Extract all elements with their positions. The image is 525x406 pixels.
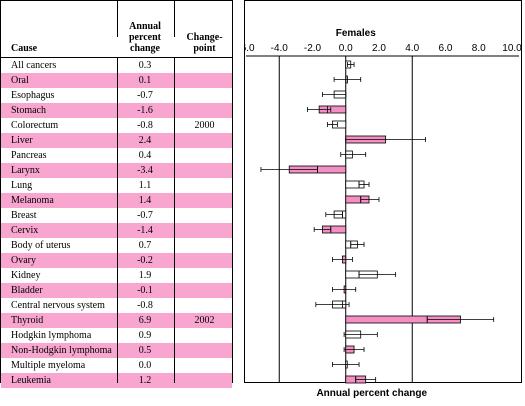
cause-cell: Ovary <box>11 255 36 266</box>
cause-cell: Bladder <box>11 285 43 296</box>
changepoint-cell: 2002 <box>194 315 215 326</box>
header-annual-percent-change: Annual percent change <box>128 21 162 54</box>
table-row: Lung 1.1 <box>1 178 232 193</box>
cause-cell: Colorectum <box>11 120 59 131</box>
apc-cell: -0.2 <box>137 255 153 266</box>
apc-cell: -0.1 <box>137 285 153 296</box>
apc-cell: 1.9 <box>138 270 152 281</box>
x-tick-label: -2.0 <box>304 43 322 54</box>
column-separator <box>174 1 175 37</box>
apc-cell: -3.4 <box>137 165 153 176</box>
apc-cell: 1.2 <box>138 375 152 386</box>
apc-cell: 0.9 <box>138 330 152 341</box>
apc-cell: 0.3 <box>138 60 152 71</box>
table-row: Esophagus -0.7 <box>1 88 232 103</box>
x-tick-label: 10.0 <box>502 43 522 54</box>
changepoint-cell: 2000 <box>194 120 215 131</box>
apc-cell: 6.9 <box>138 315 152 326</box>
table-row: Pancreas 0.4 <box>1 148 232 163</box>
cause-cell: Thyroid <box>11 315 44 326</box>
apc-cell: -0.7 <box>137 210 153 221</box>
chart-title: Females <box>336 28 376 39</box>
cause-cell: Kidney <box>11 270 41 281</box>
apc-cell: 0.7 <box>138 240 152 251</box>
header-change-point: Change- point <box>186 32 223 54</box>
x-tick-label: -4.0 <box>271 43 289 54</box>
cause-cell: Esophagus <box>11 90 55 101</box>
table-row: Multiple myeloma 0.0 <box>1 358 232 373</box>
table-row: Kidney 1.9 <box>1 268 232 283</box>
column-separator <box>174 58 175 383</box>
cause-cell: Non-Hodgkin lymphoma <box>11 345 112 356</box>
chart-area: Females -6.0 -4.0 -2.0 0.0 2.0 4.0 6.0 8.0 10.0 An… <box>237 0 525 401</box>
cause-cell: Leukemia <box>11 375 51 386</box>
table-row: All cancers 0.3 <box>1 58 232 73</box>
apc-cell: -1.4 <box>137 225 153 236</box>
column-separator <box>117 58 118 383</box>
x-tick-label: 4.0 <box>405 43 419 54</box>
cause-cell: Body of uterus <box>11 240 71 251</box>
header-divider <box>1 57 233 58</box>
cause-cell: Multiple myeloma <box>11 360 86 371</box>
apc-cell: 1.4 <box>138 195 152 206</box>
x-tick-label: 2.0 <box>372 43 386 54</box>
apc-cell: -0.7 <box>137 90 153 101</box>
apc-cell: 1.1 <box>138 180 152 191</box>
apc-cell: 0.5 <box>138 345 152 356</box>
cause-cell: Lung <box>11 180 33 191</box>
x-tick-label: 8.0 <box>472 43 486 54</box>
apc-cell: 0.0 <box>138 360 152 371</box>
x-tick-label: 0.0 <box>339 43 353 54</box>
chart-frame <box>244 0 522 383</box>
apc-cell: 0.4 <box>138 150 152 161</box>
table-row: Colorectum -0.8 2000 <box>1 118 232 133</box>
x-tick-label: 6.0 <box>439 43 453 54</box>
apc-chart: Females -6.0 -4.0 -2.0 0.0 2.0 4.0 6.0 8.0 10.0 An… <box>237 28 522 399</box>
column-separator <box>117 1 118 37</box>
apc-cell: 0.1 <box>138 75 152 86</box>
x-axis-label: Annual percent change <box>316 388 427 399</box>
apc-cell: -1.6 <box>137 105 153 116</box>
table-row: Breast -0.7 <box>1 208 232 223</box>
x-tick-label: -6.0 <box>244 43 255 54</box>
apc-cell: -0.8 <box>137 300 153 311</box>
cause-cell: Cervix <box>11 225 39 236</box>
cause-cell: Larynx <box>11 165 40 176</box>
data-table: Cause Annual percent change Change- poin… <box>0 0 233 388</box>
cause-cell: Breast <box>11 210 37 221</box>
cause-cell: Stomach <box>11 105 46 116</box>
cause-cell: Pancreas <box>11 150 47 161</box>
cause-cell: Hodgkin lymphoma <box>11 330 92 341</box>
cause-cell: Melanoma <box>11 195 54 206</box>
apc-cell: -0.8 <box>137 120 153 131</box>
table-row: Hodgkin lymphoma 0.9 <box>1 328 232 343</box>
apc-cell: 2.4 <box>138 135 152 146</box>
table-row: Central nervous system -0.8 <box>1 298 232 313</box>
table-row: Body of uterus 0.7 <box>1 238 232 253</box>
cause-cell: Liver <box>11 135 33 146</box>
header-cause: Cause <box>11 43 38 54</box>
cause-cell: Oral <box>11 75 29 86</box>
cause-cell: Central nervous system <box>11 300 105 311</box>
cause-cell: All cancers <box>11 60 57 71</box>
